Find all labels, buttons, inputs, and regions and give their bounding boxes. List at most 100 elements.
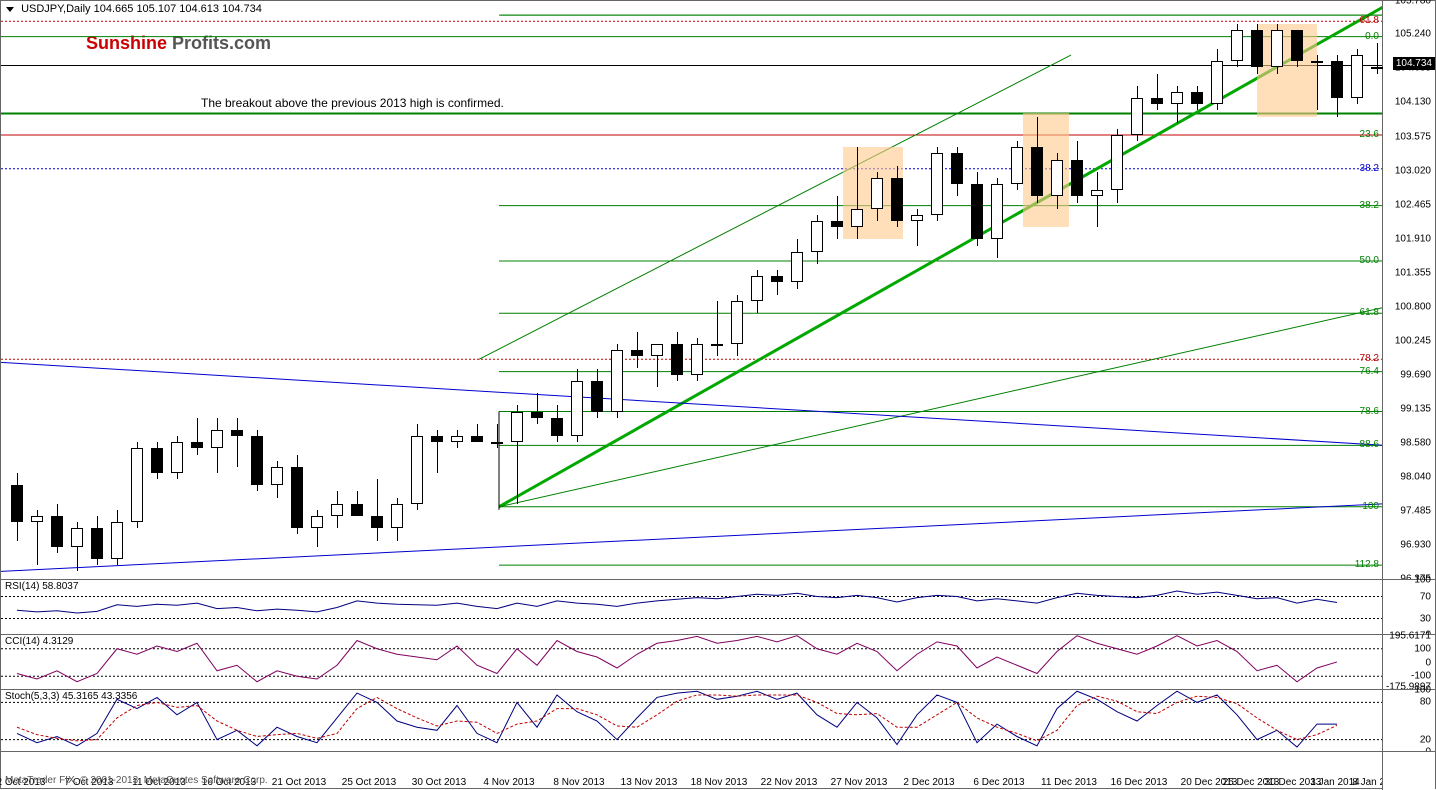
candle-body[interactable]: [831, 221, 843, 227]
candle-body[interactable]: [451, 436, 463, 442]
x-tick: 30 Oct 2013: [412, 777, 466, 788]
y-tick: -100: [1411, 671, 1431, 682]
x-tick: 8 Nov 2013: [553, 777, 604, 788]
fib-label: 61.8: [1360, 15, 1379, 26]
candle-body[interactable]: [871, 178, 883, 209]
x-tick: 13 Nov 2013: [621, 777, 678, 788]
candle-body[interactable]: [131, 448, 143, 522]
candle-body[interactable]: [851, 209, 863, 227]
candle-body[interactable]: [751, 276, 763, 301]
candle-body[interactable]: [491, 442, 503, 444]
candle-body[interactable]: [711, 344, 723, 346]
candle-body[interactable]: [271, 467, 283, 485]
candle-body[interactable]: [611, 350, 623, 411]
y-tick: 98.040: [1400, 471, 1431, 482]
candle-body[interactable]: [111, 522, 123, 559]
highlight-box: [1257, 24, 1317, 116]
candle-body[interactable]: [1091, 190, 1103, 196]
y-tick: 97.485: [1400, 505, 1431, 516]
candle-body[interactable]: [1291, 30, 1303, 61]
candle-body[interactable]: [771, 276, 783, 282]
y-tick: 96.930: [1400, 539, 1431, 550]
candle-body[interactable]: [291, 467, 303, 528]
y-tick: 30: [1420, 613, 1431, 624]
candle-body[interactable]: [1071, 160, 1083, 197]
candle-body[interactable]: [1351, 55, 1363, 98]
candle-body[interactable]: [791, 252, 803, 283]
candle-body[interactable]: [411, 436, 423, 504]
candle-body[interactable]: [1231, 30, 1243, 61]
cci-panel[interactable]: CCI(14) 4.3129 195.61711000-100-175.9897: [1, 634, 1435, 689]
candle-body[interactable]: [891, 178, 903, 221]
fib-label: 78.6: [1360, 406, 1379, 417]
fib-label: 38.2: [1360, 163, 1379, 174]
candle-body[interactable]: [551, 418, 563, 436]
fib-label: 100: [1362, 501, 1379, 512]
x-tick: 22 Nov 2013: [761, 777, 818, 788]
candle-body[interactable]: [1211, 61, 1223, 104]
candle-body[interactable]: [511, 412, 523, 443]
y-tick: 100: [1414, 685, 1431, 696]
y-tick: 100: [1414, 643, 1431, 654]
x-tick: 25 Oct 2013: [342, 777, 396, 788]
candle-body[interactable]: [391, 504, 403, 529]
candle-body[interactable]: [371, 516, 383, 528]
candle-body[interactable]: [1271, 30, 1283, 67]
rsi-panel[interactable]: RSI(14) 58.8037 10070300: [1, 579, 1435, 634]
y-tick: 80: [1420, 697, 1431, 708]
candle-body[interactable]: [151, 448, 163, 473]
candle-body[interactable]: [1191, 92, 1203, 104]
candle-body[interactable]: [931, 153, 943, 214]
stoch-panel[interactable]: Stoch(5,3,3) 45.3165 43.3356 10080200: [1, 689, 1435, 751]
candle-body[interactable]: [991, 184, 1003, 239]
candle-body[interactable]: [91, 528, 103, 559]
candle-body[interactable]: [331, 504, 343, 516]
y-tick: 100: [1414, 575, 1431, 586]
candle-body[interactable]: [971, 184, 983, 239]
candle-body[interactable]: [691, 344, 703, 375]
candle-body[interactable]: [211, 430, 223, 448]
y-tick: 99.690: [1400, 370, 1431, 381]
candle-body[interactable]: [471, 436, 483, 442]
candle-body[interactable]: [11, 485, 23, 522]
candle-body[interactable]: [591, 381, 603, 412]
candle-body[interactable]: [191, 442, 203, 448]
candle-body[interactable]: [71, 528, 83, 546]
candle-body[interactable]: [651, 344, 663, 356]
candle-body[interactable]: [811, 221, 823, 252]
candle-body[interactable]: [431, 436, 443, 442]
fib-label: 0.0: [1365, 31, 1379, 42]
candle-body[interactable]: [231, 430, 243, 436]
candle-body[interactable]: [1111, 135, 1123, 190]
candle-body[interactable]: [1331, 61, 1343, 98]
x-tick: 11 Dec 2013: [1041, 777, 1097, 788]
candle-body[interactable]: [1311, 61, 1323, 63]
candle-body[interactable]: [911, 215, 923, 221]
candle-body[interactable]: [571, 381, 583, 436]
candle-body[interactable]: [671, 344, 683, 375]
candle-body[interactable]: [351, 504, 363, 516]
candle-body[interactable]: [1151, 98, 1163, 104]
candle-body[interactable]: [951, 153, 963, 184]
candle-body[interactable]: [731, 301, 743, 344]
candle-body[interactable]: [1171, 92, 1183, 104]
candle-body[interactable]: [631, 350, 643, 356]
y-tick: 101.355: [1395, 267, 1431, 278]
candle-body[interactable]: [51, 516, 63, 547]
candle-body[interactable]: [1031, 147, 1043, 196]
candle-body[interactable]: [1011, 147, 1023, 184]
candle-body[interactable]: [171, 442, 183, 473]
candle-body[interactable]: [31, 516, 43, 522]
candle-body[interactable]: [1251, 30, 1263, 67]
candle-body[interactable]: [311, 516, 323, 528]
y-tick: 102.465: [1395, 199, 1431, 210]
cci-svg: [1, 635, 1385, 690]
x-tick: 27 Nov 2013: [831, 777, 888, 788]
candle-body[interactable]: [1131, 98, 1143, 135]
candle-body[interactable]: [1371, 67, 1383, 69]
candle-body[interactable]: [531, 412, 543, 418]
candle-wick: [537, 393, 538, 424]
price-panel[interactable]: USDJPY,Daily 104.665 105.107 104.613 104…: [1, 1, 1435, 579]
candle-body[interactable]: [251, 436, 263, 485]
candle-body[interactable]: [1051, 160, 1063, 197]
